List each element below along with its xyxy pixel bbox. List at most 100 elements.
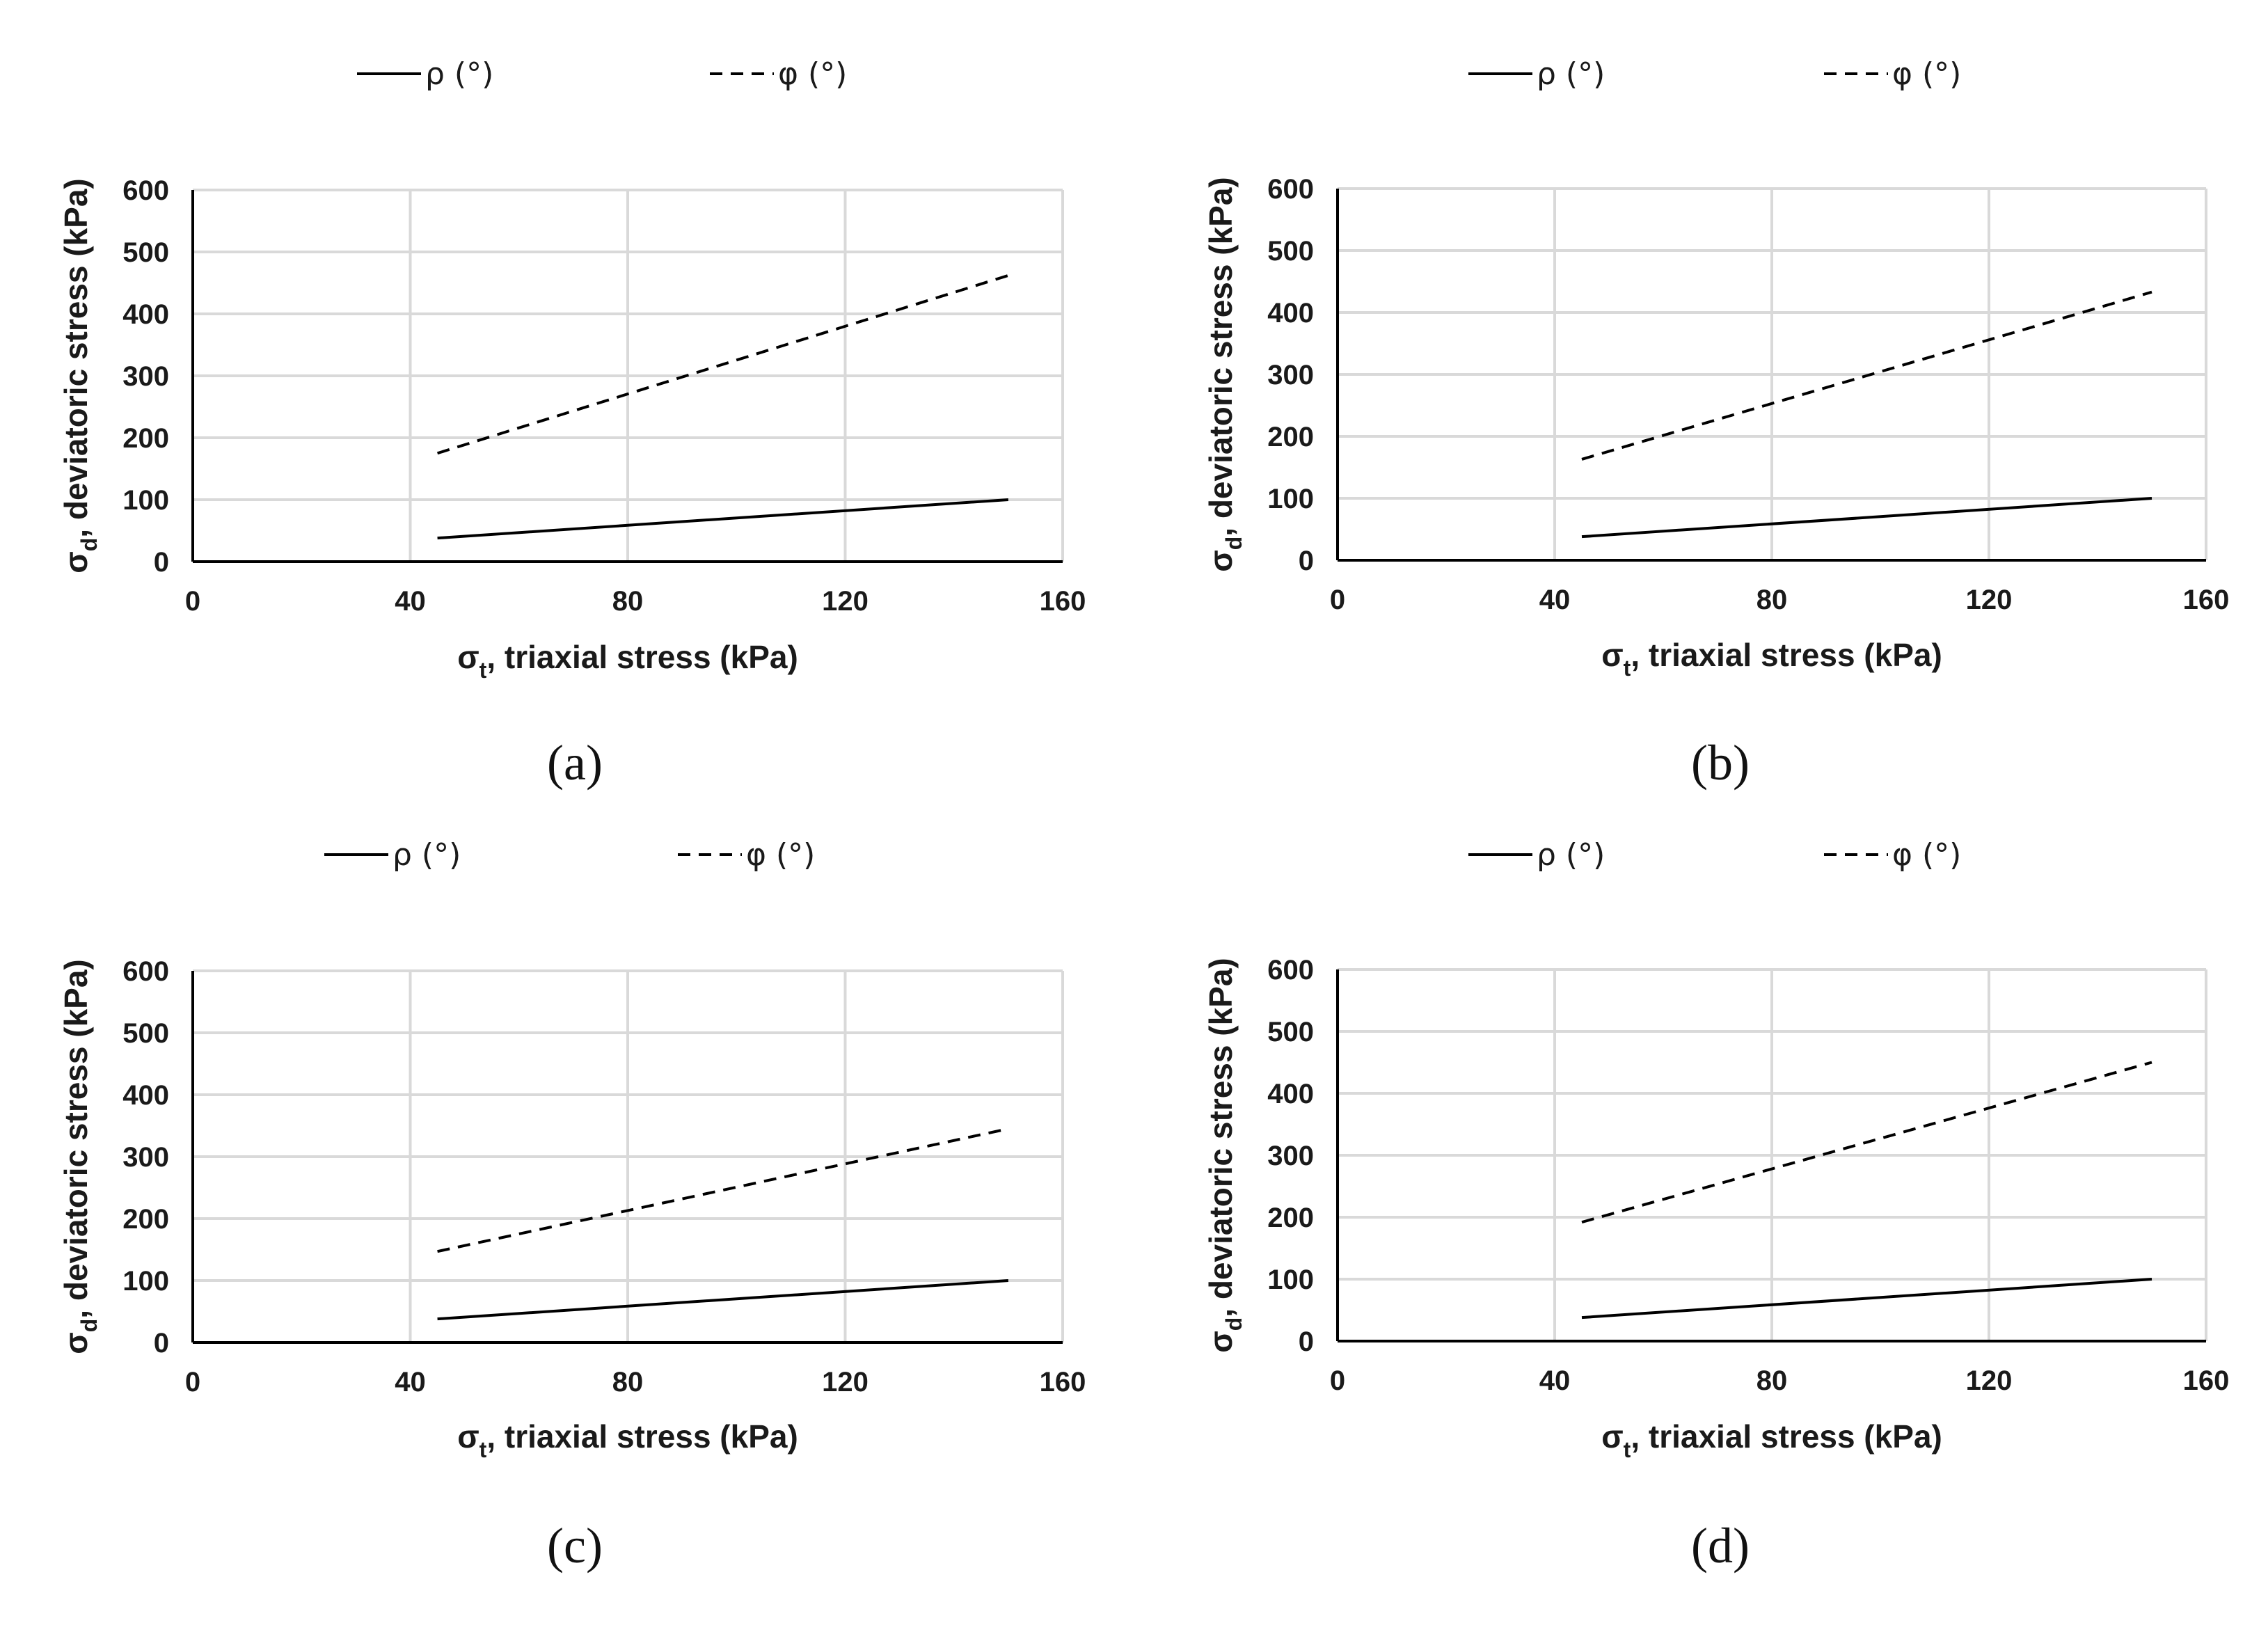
y-tick-label: 300: [1267, 1141, 1314, 1171]
series-line-phi: [1581, 1061, 2152, 1224]
y-tick-label: 300: [122, 361, 169, 392]
x-tick-label: 160: [2183, 1365, 2230, 1396]
x-axis-title-subscript: t: [1624, 1437, 1631, 1462]
legend-label: φ (°): [746, 837, 815, 873]
x-axis-title-text: , triaxial stress (kPa): [1631, 637, 1942, 673]
legend-label: ρ (°): [1537, 56, 1605, 92]
x-axis-title-symbol: σ: [1601, 1418, 1623, 1455]
y-axis-title: σd, deviatoric stress (kPa): [58, 959, 102, 1354]
panel-label: (d): [1691, 1518, 1750, 1574]
chart-panel-4: 0 100 200 300 400 500 600 0 40 80 120 160 ρ (°) φ (°)…: [1203, 837, 2229, 1574]
x-tick-label: 120: [822, 586, 869, 617]
y-tick-label: 600: [122, 956, 169, 987]
series-line-rho: [437, 1279, 1009, 1321]
y-tick-label: 0: [1299, 546, 1314, 576]
y-axis-title-text: , deviatoric stress (kPa): [1203, 177, 1239, 536]
x-tick-label: 80: [612, 586, 644, 617]
y-axis-title-symbol: σ: [1203, 1331, 1239, 1352]
y-axis-title-text: , deviatoric stress (kPa): [58, 959, 94, 1318]
y-tick-label: 200: [1267, 1203, 1314, 1233]
x-tick-label: 40: [1539, 1365, 1571, 1396]
y-tick-label: 0: [154, 547, 169, 578]
y-axis-title-text: , deviatoric stress (kPa): [58, 178, 94, 537]
x-axis-title: σt, triaxial stress (kPa): [457, 639, 798, 683]
x-axis-title-symbol: σ: [457, 639, 479, 675]
x-tick-label: 160: [1040, 586, 1086, 617]
y-tick-label: 100: [122, 485, 169, 516]
x-tick-label: 120: [822, 1367, 869, 1397]
y-tick-label: 400: [122, 1080, 169, 1111]
y-tick-label: 500: [1267, 1017, 1314, 1047]
y-tick-label: 500: [1267, 236, 1314, 267]
y-tick-label: 100: [1267, 484, 1314, 514]
y-tick-label: 600: [1267, 174, 1314, 205]
legend-label: φ (°): [1892, 56, 1961, 92]
series-line-rho: [437, 498, 1009, 540]
series-line-rho: [1581, 497, 2152, 539]
y-axis-title-subscript: d: [77, 538, 102, 552]
y-axis-title: σd, deviatoric stress (kPa): [58, 178, 102, 573]
y-axis-title-symbol: σ: [1203, 550, 1239, 571]
y-tick-label: 600: [122, 175, 169, 206]
x-axis-title-text: , triaxial stress (kPa): [486, 639, 798, 675]
x-axis-title: σt, triaxial stress (kPa): [1601, 637, 1942, 681]
series-line-rho: [1581, 1278, 2152, 1320]
x-tick-label: 160: [2183, 585, 2230, 615]
legend-label: ρ (°): [425, 56, 493, 92]
legend-label: φ (°): [778, 56, 847, 92]
y-tick-label: 500: [122, 1018, 169, 1049]
legend-label: ρ (°): [392, 837, 461, 873]
x-axis-title-text: , triaxial stress (kPa): [1631, 1418, 1942, 1455]
y-axis-title-subscript: d: [77, 1319, 102, 1333]
y-tick-label: 200: [122, 423, 169, 454]
x-axis-title-text: , triaxial stress (kPa): [486, 1418, 798, 1455]
series-line-phi: [436, 274, 1009, 455]
x-tick-label: 40: [395, 586, 426, 617]
x-tick-label: 80: [1756, 585, 1788, 615]
x-axis-title-subscript: t: [479, 1437, 487, 1462]
x-axis-title: σt, triaxial stress (kPa): [457, 1418, 798, 1462]
y-axis-title-symbol: σ: [58, 1332, 94, 1354]
panel-label: (a): [547, 735, 603, 791]
y-tick-label: 500: [122, 237, 169, 268]
y-axis-title: σd, deviatoric stress (kPa): [1203, 177, 1246, 571]
legend-label: ρ (°): [1537, 837, 1605, 873]
x-axis-title-symbol: σ: [457, 1418, 479, 1455]
y-tick-label: 600: [1267, 955, 1314, 985]
y-tick-label: 400: [122, 299, 169, 330]
x-tick-label: 0: [1330, 1365, 1345, 1396]
legend-label: φ (°): [1892, 837, 1961, 873]
series-line-phi: [437, 1127, 1009, 1253]
x-axis-title-subscript: t: [479, 658, 487, 683]
x-axis-title: σt, triaxial stress (kPa): [1601, 1418, 1942, 1462]
y-tick-label: 200: [1267, 422, 1314, 452]
x-tick-label: 0: [185, 1367, 200, 1397]
x-tick-label: 0: [1330, 585, 1345, 615]
series-line-phi: [1581, 290, 2152, 461]
x-axis-title-symbol: σ: [1601, 637, 1623, 673]
y-tick-label: 300: [1267, 360, 1314, 390]
y-axis-title-subscript: d: [1221, 537, 1246, 550]
panel-label: (c): [547, 1518, 603, 1574]
x-tick-label: 0: [185, 586, 200, 617]
y-tick-label: 200: [122, 1204, 169, 1235]
y-tick-label: 0: [154, 1328, 169, 1358]
y-axis-title-symbol: σ: [58, 551, 94, 573]
y-tick-label: 100: [122, 1266, 169, 1297]
x-tick-label: 160: [1040, 1367, 1086, 1397]
y-axis-title: σd, deviatoric stress (kPa): [1203, 958, 1246, 1352]
y-axis-title-subscript: d: [1221, 1317, 1246, 1331]
y-tick-label: 400: [1267, 298, 1314, 328]
y-tick-label: 400: [1267, 1079, 1314, 1109]
x-tick-label: 120: [1966, 1365, 2013, 1396]
x-axis-title-subscript: t: [1624, 656, 1631, 681]
panel-label: (b): [1691, 735, 1750, 791]
x-tick-label: 40: [1539, 585, 1571, 615]
y-axis-title-text: , deviatoric stress (kPa): [1203, 958, 1239, 1317]
y-tick-label: 300: [122, 1142, 169, 1173]
x-tick-label: 120: [1966, 585, 2013, 615]
x-tick-label: 80: [612, 1367, 644, 1397]
chart-panel-1: 0 100 200 300 400 500 600 0 40 80 120 160 ρ (°) φ (°)…: [58, 56, 1086, 791]
chart-panel-3: 0 100 200 300 400 500 600 0 40 80 120 160 ρ (°) φ (°)…: [58, 837, 1086, 1574]
